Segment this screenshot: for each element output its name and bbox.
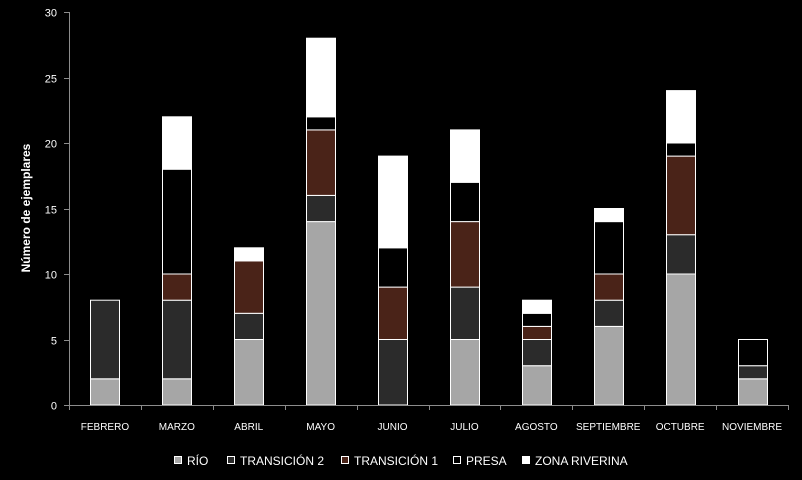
- bar-segment-octubre-2: [666, 155, 696, 236]
- legend-swatch: [453, 456, 461, 464]
- x-labels: FEBRERO MARZO ABRIL MAYO JUNIO JULIO AGOSTO SEP…: [81, 422, 783, 433]
- y-axis-label: Número de ejemplares: [19, 143, 33, 272]
- bar-segment-julio-2: [450, 221, 480, 288]
- x-tick-label: FEBRERO: [81, 422, 130, 433]
- bar-segment-julio-0: [450, 339, 480, 406]
- bar-segment-marzo-3: [162, 168, 192, 275]
- bar-segment-mayo-1: [306, 194, 336, 223]
- legend-label: PRESA: [466, 454, 507, 468]
- bar-segment-octubre-0: [666, 273, 696, 406]
- bar-segment-mayo-2: [306, 129, 336, 196]
- x-tick-label: MAYO: [306, 422, 335, 433]
- bar-segment-noviembre-3: [738, 339, 768, 367]
- bar-segment-octubre-3: [666, 142, 696, 157]
- legend-label: TRANSICIÓN 2: [240, 453, 324, 468]
- legend-swatch: [174, 456, 182, 464]
- bar-segment-mayo-4: [306, 37, 336, 118]
- bar-segment-febrero-0: [90, 378, 120, 406]
- bar-segment-septiembre-0: [594, 325, 624, 406]
- bar-segment-junio-2: [378, 286, 408, 341]
- legend-swatch: [227, 456, 235, 464]
- bar-segment-junio-1: [378, 339, 408, 406]
- y-tick-label: 20: [45, 139, 57, 151]
- bar-segment-mayo-0: [306, 221, 336, 406]
- axes: [69, 12, 789, 410]
- x-tick-label: JUNIO: [378, 422, 408, 433]
- legend-swatch: [341, 456, 349, 464]
- bar-segment-abril-1: [234, 312, 264, 340]
- bar-segment-septiembre-3: [594, 221, 624, 275]
- bar-segment-septiembre-1: [594, 299, 624, 327]
- bar-segment-agosto-4: [522, 299, 552, 314]
- plot-bars: [90, 37, 768, 406]
- bar-segment-septiembre-2: [594, 273, 624, 301]
- legend-label: TRANSICIÓN 1: [354, 453, 438, 468]
- bar-segment-marzo-2: [162, 273, 192, 301]
- legend-label: RÍO: [187, 453, 208, 468]
- y-ticks: 0 5 10 15 20 25 30: [45, 8, 69, 413]
- bar-segment-septiembre-4: [594, 208, 624, 223]
- legend-label: ZONA RIVERINA: [535, 454, 628, 468]
- y-tick-label: 5: [51, 336, 57, 348]
- legend-swatch: [522, 456, 530, 464]
- bar-segment-noviembre-1: [738, 365, 768, 380]
- y-tick-label: 15: [45, 205, 57, 217]
- bar-segment-agosto-1: [522, 339, 552, 367]
- bar-segment-julio-3: [450, 181, 480, 223]
- x-tick-label: JULIO: [450, 422, 479, 433]
- bar-segment-noviembre-0: [738, 378, 768, 406]
- bar-segment-abril-0: [234, 339, 264, 406]
- bar-segment-junio-3: [378, 247, 408, 288]
- y-tick-label: 10: [45, 270, 57, 282]
- bar-segment-julio-1: [450, 286, 480, 341]
- bar-segment-marzo-0: [162, 378, 192, 406]
- bar-segment-agosto-0: [522, 365, 552, 406]
- bar-segment-octubre-1: [666, 234, 696, 275]
- bar-segment-abril-2: [234, 260, 264, 314]
- y-tick-label: 0: [51, 401, 57, 413]
- y-tick-label: 25: [45, 74, 57, 86]
- bar-segment-agosto-2: [522, 325, 552, 340]
- bar-segment-marzo-4: [162, 116, 192, 170]
- bar-segment-febrero-1: [90, 299, 120, 380]
- x-tick-label: OCTUBRE: [656, 422, 705, 433]
- bar-segment-agosto-3: [522, 312, 552, 327]
- legend: RÍO TRANSICIÓN 2 TRANSICIÓN 1 PRESA ZONA RIV…: [174, 453, 628, 468]
- bar-segment-abril-4: [234, 247, 264, 262]
- bar-segment-octubre-4: [666, 90, 696, 144]
- x-tick-label: MARZO: [159, 422, 195, 433]
- bar-segment-junio-4: [378, 155, 408, 249]
- bar-segment-julio-4: [450, 129, 480, 183]
- x-tick-label: AGOSTO: [515, 422, 558, 433]
- bar-segment-mayo-3: [306, 116, 336, 131]
- x-tick-label: ABRIL: [234, 422, 263, 433]
- x-tick-label: SEPTIEMBRE: [576, 422, 641, 433]
- bar-segment-marzo-1: [162, 299, 192, 380]
- y-tick-label: 30: [45, 8, 57, 20]
- x-tick-label: NOVIEMBRE: [722, 422, 782, 433]
